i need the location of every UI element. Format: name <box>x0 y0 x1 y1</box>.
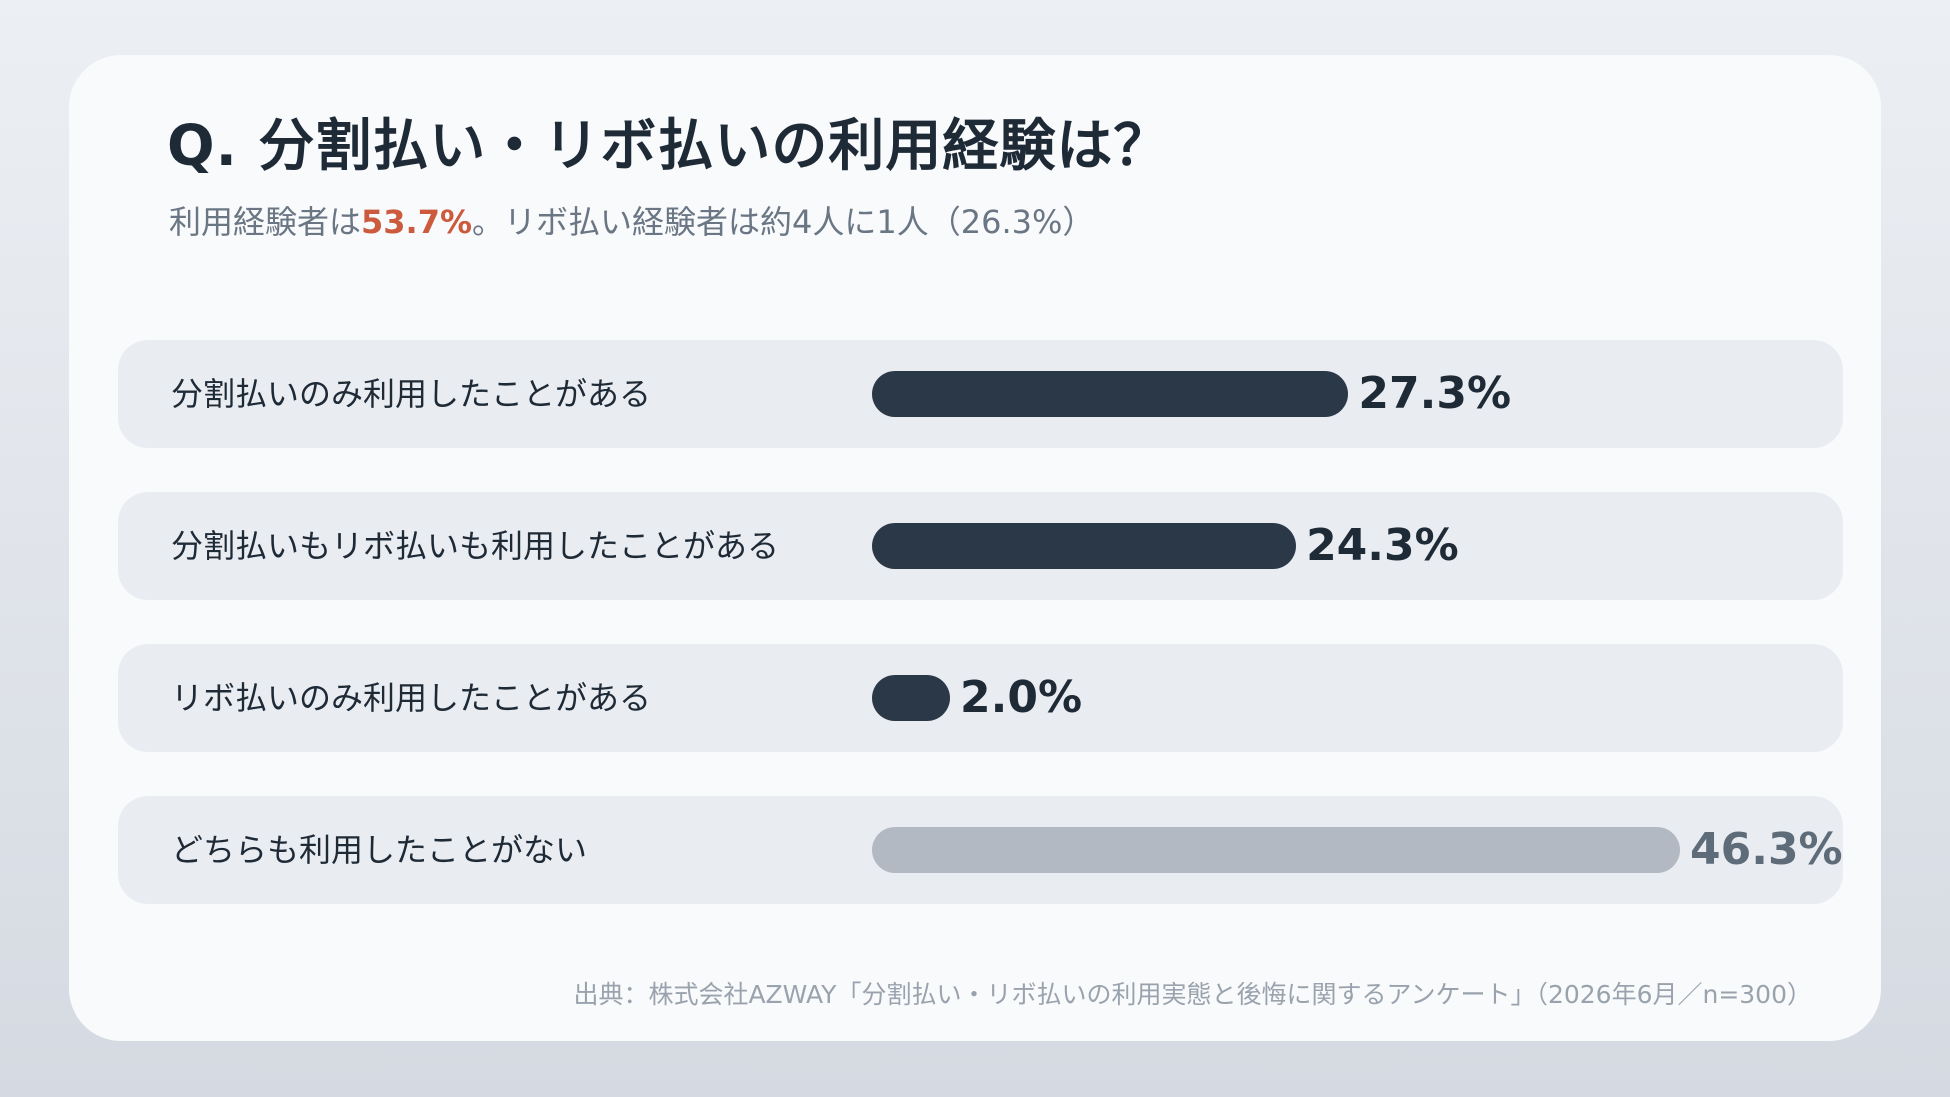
chart-subtitle: 利用経験者は53.7%。リボ払い経験者は約4人に1人（26.3%） <box>169 197 1094 243</box>
category-label: どちらも利用したことがない <box>171 831 588 869</box>
bar <box>872 675 950 721</box>
subtitle-highlight: 53.7% <box>361 203 473 241</box>
category-label: 分割払いのみ利用したことがある <box>171 375 652 413</box>
bar <box>872 827 1680 873</box>
value-label: 27.3% <box>1358 368 1512 419</box>
source-note: 出典：株式会社AZWAY「分割払い・リボ払いの利用実態と後悔に関するアンケート」… <box>573 980 1812 1009</box>
bar-row: 分割払いもリボ払いも利用したことがある 24.3% <box>118 492 1843 600</box>
value-label: 46.3% <box>1690 824 1843 875</box>
bar <box>872 523 1297 569</box>
bar-row: 分割払いのみ利用したことがある 27.3% <box>118 340 1843 448</box>
category-label: リボ払いのみ利用したことがある <box>171 679 652 717</box>
bar <box>872 371 1349 417</box>
chart-title: Q. 分割払い・リボ払いの利用経験は？ <box>167 114 1171 179</box>
value-label: 2.0% <box>960 672 1083 723</box>
bar-row: どちらも利用したことがない 46.3% <box>118 796 1843 904</box>
subtitle-prefix: 利用経験者は <box>169 203 362 241</box>
chart-card: Q. 分割払い・リボ払いの利用経験は？ 利用経験者は53.7%。リボ払い経験者は… <box>69 55 1881 1041</box>
subtitle-suffix: 。リボ払い経験者は約4人に1人（26.3%） <box>472 203 1095 241</box>
bar-row: リボ払いのみ利用したことがある 2.0% <box>118 644 1843 752</box>
category-label: 分割払いもリボ払いも利用したことがある <box>171 527 780 565</box>
value-label: 24.3% <box>1306 520 1459 571</box>
